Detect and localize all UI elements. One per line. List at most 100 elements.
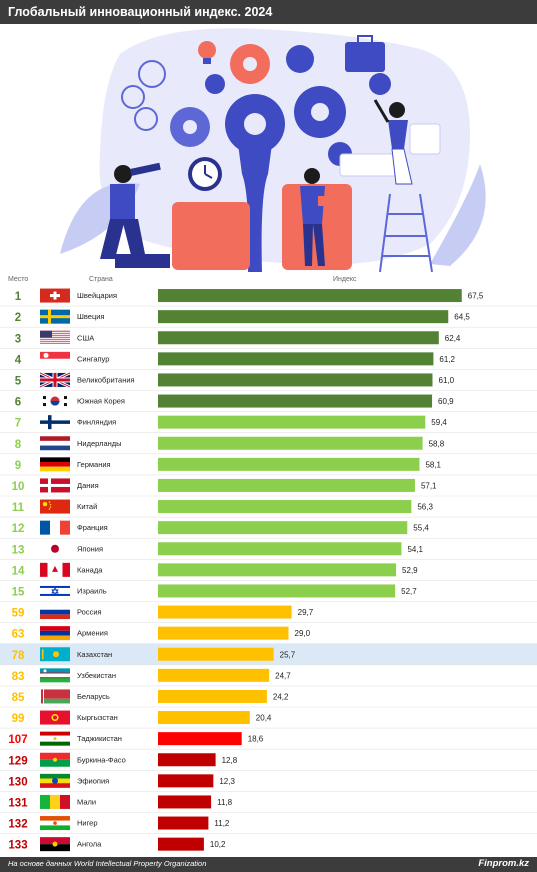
bar (158, 711, 250, 725)
innovation-illustration (60, 28, 486, 273)
rank-label: 1 (15, 291, 22, 303)
bar (158, 647, 274, 661)
bar (158, 457, 420, 471)
value-label: 11,2 (214, 819, 230, 828)
country-label: США (77, 333, 94, 342)
country-label: Германия (77, 460, 111, 469)
rank-label: 8 (15, 439, 22, 451)
country-label: Мали (77, 797, 96, 806)
flag-by-icon (40, 689, 70, 704)
flag-kr-icon (40, 394, 70, 409)
country-label: Китай (77, 502, 97, 511)
rank-label: 133 (8, 840, 27, 852)
flag-ml-icon (40, 794, 70, 809)
gear-cluster (121, 44, 391, 166)
value-label: 25,7 (280, 650, 296, 659)
bar (158, 563, 397, 577)
column-header-place: Место (8, 276, 29, 283)
value-label: 52,9 (402, 566, 418, 575)
value-label: 24,2 (273, 692, 289, 701)
country-label: Таджикистан (77, 734, 122, 743)
flag-dk-icon (40, 478, 70, 493)
country-label: Швеция (77, 312, 105, 321)
dashboard-panel (339, 123, 441, 177)
country-label: Казахстан (77, 650, 112, 659)
rank-label: 2 (15, 312, 21, 324)
country-label: Ангола (77, 840, 102, 849)
rank-label: 85 (12, 692, 25, 704)
page-title: Глобальный инновационный индекс. 2024 (8, 5, 273, 19)
bar (158, 478, 415, 492)
bar (158, 289, 462, 303)
person-ladder (373, 99, 413, 185)
country-label: Нигер (77, 819, 98, 828)
flag-kg-icon (40, 710, 70, 725)
country-label: Франция (77, 523, 108, 532)
rank-label: 78 (12, 650, 25, 662)
rank-label: 14 (12, 565, 25, 577)
bar (158, 626, 289, 640)
bar (158, 584, 396, 598)
flag-uz-icon (40, 668, 70, 683)
bar (158, 774, 214, 788)
bar (158, 605, 292, 619)
country-label: Швейцария (77, 291, 117, 300)
value-label: 56,3 (417, 503, 433, 512)
person-telescope (100, 162, 170, 268)
flag-fr-icon (40, 520, 70, 535)
rank-label: 99 (12, 713, 25, 725)
flag-gb-icon (39, 371, 71, 389)
value-label: 61,0 (439, 376, 455, 385)
rank-label: 83 (12, 671, 25, 683)
rank-label: 12 (12, 523, 25, 535)
bar (158, 352, 434, 366)
bar (158, 816, 209, 830)
flag-jp-icon (40, 541, 70, 556)
rank-label: 59 (12, 608, 25, 620)
country-label: Нидерланды (77, 439, 122, 448)
value-label: 24,7 (275, 671, 291, 680)
bar (158, 394, 433, 408)
flag-am-icon (40, 626, 70, 641)
flag-se-icon (40, 309, 70, 324)
country-label: Кыргызстан (77, 713, 118, 722)
rank-label: 7 (15, 418, 21, 430)
bar (158, 542, 402, 556)
value-label: 58,8 (429, 439, 445, 448)
bar (158, 668, 270, 682)
bar (158, 415, 426, 429)
value-label: 11,8 (217, 798, 233, 807)
source-note: На основе данных World Intellectual Prop… (8, 859, 207, 868)
rank-label: 132 (8, 819, 27, 831)
value-label: 54,1 (407, 545, 423, 554)
value-label: 64,5 (454, 313, 470, 322)
bar (158, 500, 412, 514)
bar-chart: 1 Швейцария 67,5 2 Швеция 64,5 3 США 62,4 4 Сингап… (0, 288, 537, 852)
value-label: 29,7 (298, 608, 314, 617)
rank-label: 4 (15, 354, 22, 366)
bar (158, 373, 433, 387)
value-label: 29,0 (295, 629, 311, 638)
tree-trunk (238, 144, 272, 272)
bar (158, 753, 216, 767)
country-label: Великобритания (77, 375, 135, 384)
flag-us-icon (40, 330, 70, 345)
value-label: 62,4 (445, 334, 461, 343)
value-label: 57,1 (421, 481, 437, 490)
flag-nl-icon (40, 436, 70, 451)
ladder (379, 193, 433, 273)
rank-label: 129 (8, 755, 27, 767)
rank-label: 6 (15, 397, 21, 409)
rank-label: 130 (8, 776, 27, 788)
rank-label: 3 (15, 333, 21, 345)
rank-label: 107 (8, 734, 27, 746)
flag-ch-icon (40, 288, 70, 303)
value-label: 58,1 (425, 460, 441, 469)
rank-label: 10 (12, 481, 25, 493)
value-label: 12,3 (219, 777, 235, 786)
value-label: 61,2 (439, 355, 455, 364)
flag-ao-icon (40, 837, 70, 852)
leaf-right (430, 164, 486, 266)
person-clipboard (300, 168, 332, 266)
country-label: Эфиопия (77, 776, 109, 785)
